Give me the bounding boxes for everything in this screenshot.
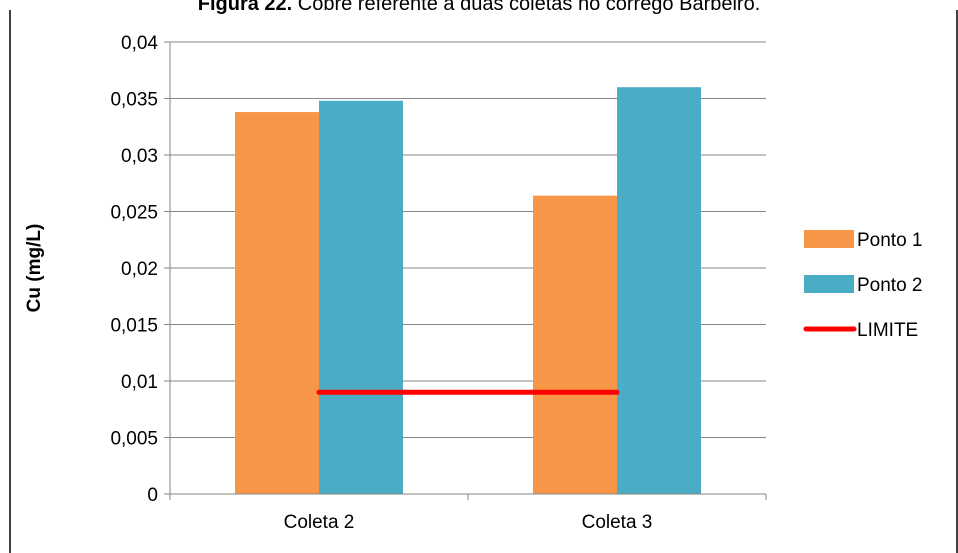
y-axis-label: Cu (mg/L) — [24, 224, 45, 313]
x-tick-labels: Coleta 2 Coleta 3 — [284, 512, 653, 533]
x-tick-label: Coleta 2 — [284, 512, 355, 533]
y-tick-label: 0,005 — [110, 429, 158, 450]
figure-caption-label: Figura 22. — [197, 0, 293, 15]
y-tick-labels: 0 0,005 0,01 0,015 0,02 0,025 0,03 0,035 0,04 — [110, 33, 158, 506]
legend-swatch — [804, 275, 854, 293]
legend: Ponto 1 Ponto 2 LIMITE — [803, 230, 923, 341]
bar — [533, 195, 617, 494]
y-tick-label: 0,01 — [121, 372, 158, 393]
legend-label: Ponto 1 — [857, 230, 923, 251]
bar — [617, 87, 701, 494]
bar — [235, 112, 319, 494]
legend-label: LIMITE — [857, 320, 918, 341]
y-tick-label: 0,035 — [110, 90, 158, 111]
figure-caption: Figura 22. Cobre referente a duas coleta… — [0, 0, 958, 16]
y-tick-label: 0,025 — [110, 203, 158, 224]
legend-label: Ponto 2 — [857, 275, 923, 296]
y-tick-label: 0,02 — [121, 259, 158, 280]
axes — [164, 41, 767, 500]
y-tick-label: 0,03 — [121, 146, 158, 167]
legend-swatch — [804, 230, 854, 248]
x-tick-label: Coleta 3 — [582, 512, 653, 533]
chart-frame — [9, 10, 958, 553]
figure-caption-text: Cobre referente a duas coletas no córreg… — [292, 0, 761, 15]
bar — [319, 100, 403, 494]
y-tick-label: 0,04 — [121, 33, 158, 54]
bars — [235, 87, 701, 494]
y-tick-label: 0,015 — [110, 316, 158, 337]
y-tick-label: 0 — [147, 485, 158, 506]
